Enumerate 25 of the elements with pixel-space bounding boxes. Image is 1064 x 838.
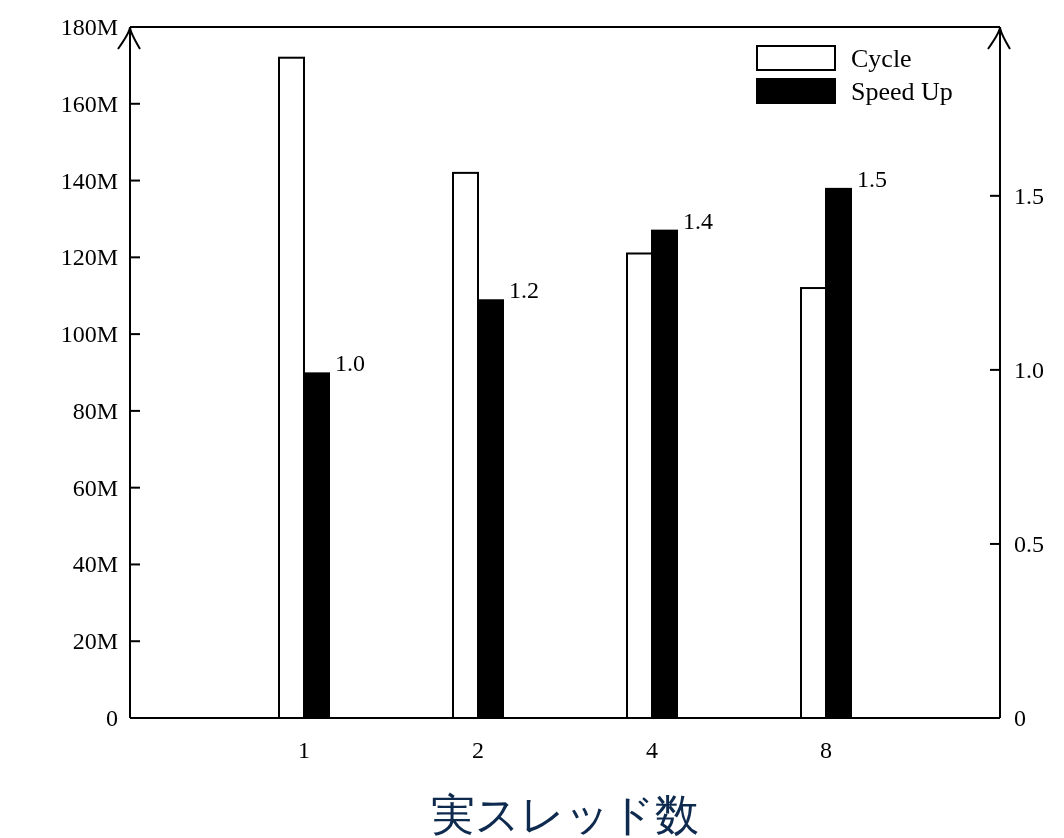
y-tick-label: 40M — [72, 551, 118, 578]
data-label: 1.5 — [857, 165, 887, 192]
data-label: 1.4 — [683, 207, 713, 234]
x-tick-label: 8 — [820, 737, 832, 763]
legend-label: Speed Up — [851, 77, 953, 106]
y-tick-label: 120M — [60, 244, 118, 271]
y2-tick-label: 0.5 — [1014, 530, 1044, 557]
data-label: 1.2 — [509, 277, 539, 304]
x-tick-label: 1 — [298, 737, 310, 763]
y-tick-label: 100M — [60, 321, 118, 348]
y-tick-label: 80M — [72, 397, 118, 424]
data-label: 1.0 — [335, 350, 365, 377]
legend-label: Cycle — [851, 44, 912, 73]
y-tick-label: 0 — [106, 705, 118, 731]
y2-tick-label: 1.0 — [1014, 356, 1044, 383]
y-tick-label: 160M — [60, 90, 118, 117]
y-tick-label: 180M — [60, 14, 118, 40]
x-tick-label: 2 — [472, 737, 484, 763]
y2-tick-label: 1.5 — [1014, 182, 1044, 209]
y-tick-label: 60M — [72, 474, 118, 501]
x-tick-label: 4 — [646, 737, 658, 763]
x-axis-title: 実スレッド数 — [431, 789, 699, 838]
y2-tick-label: 0 — [1014, 705, 1026, 731]
y-tick-label: 140M — [60, 167, 118, 194]
y-tick-label: 20M — [72, 628, 118, 655]
